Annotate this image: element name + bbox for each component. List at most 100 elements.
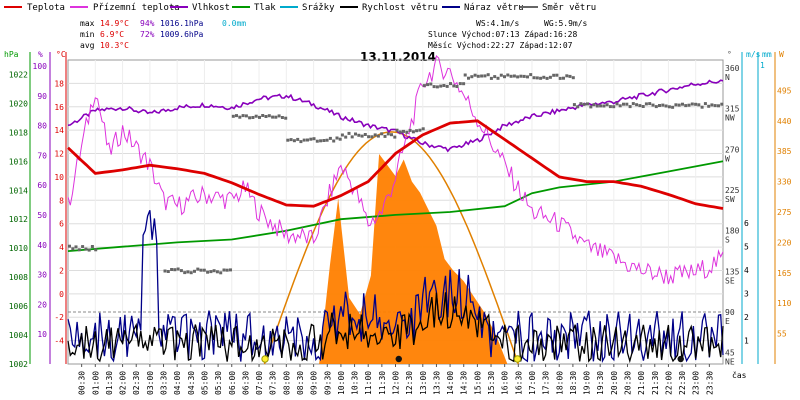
wind-direction-mark xyxy=(267,114,271,118)
wind-direction-mark xyxy=(166,270,170,273)
wind-direction-mark xyxy=(545,76,549,80)
legend: Teplota Přízemní teplota Vlhkost Tlak Sr… xyxy=(4,3,596,13)
wind-direction-mark xyxy=(176,267,180,271)
moonset-marker xyxy=(395,355,402,363)
temp-tick-label: 16 xyxy=(54,103,64,112)
wind-direction-mark xyxy=(335,136,339,140)
wind-direction-mark xyxy=(312,137,316,141)
wind-direction-mark xyxy=(340,133,344,137)
ms-tick-label: 6 xyxy=(744,219,749,228)
wind-direction-mark xyxy=(720,102,724,106)
wind-direction-mark xyxy=(713,104,717,108)
x-tick-label: 13:00 xyxy=(419,371,428,395)
axis-title-hpa: hPa xyxy=(4,50,19,59)
hpa-tick-label: 1012 xyxy=(9,215,28,224)
w-tick-label: 495 xyxy=(777,86,792,95)
wind-direction-mark xyxy=(509,74,513,78)
wind-direction-mark xyxy=(651,103,655,107)
axis-title-w: W xyxy=(779,50,784,59)
wind-direction-mark xyxy=(286,138,290,142)
wind-direction-mark xyxy=(215,270,219,274)
wind-direction-mark xyxy=(548,75,552,79)
x-tick-label: 03:30 xyxy=(160,371,169,395)
solar-theoretical-curve xyxy=(263,131,520,365)
wind-direction-mark xyxy=(641,105,645,108)
wind-direction-mark xyxy=(87,248,91,252)
x-tick-label: 09:30 xyxy=(323,371,332,395)
wind-direction-mark xyxy=(219,271,223,275)
wind-direction-mark xyxy=(539,76,543,80)
deg-tick-label: 315 xyxy=(725,105,740,114)
wind-direction-mark xyxy=(258,115,261,119)
hpa-tick-label: 1008 xyxy=(9,273,28,282)
wind-direction-mark xyxy=(568,74,572,78)
wind-direction-mark xyxy=(360,134,364,138)
wind-direction-mark xyxy=(535,76,539,80)
wind-direction-mark xyxy=(296,137,300,141)
x-tick-label: 22:00 xyxy=(664,371,673,395)
wind-direction-mark xyxy=(170,268,174,271)
wind-speed-line xyxy=(67,292,724,364)
wind-direction-mark xyxy=(68,244,71,248)
wind-direction-mark xyxy=(189,271,193,275)
ms-tick-label: 4 xyxy=(744,266,749,275)
stat-avg-temp: 10.3°C xyxy=(100,41,129,50)
wind-direction-mark xyxy=(499,73,503,77)
deg-tick-label: 225 xyxy=(725,186,740,195)
wind-direction-mark xyxy=(408,128,412,132)
wind-direction-mark xyxy=(455,85,459,88)
wind-direction-mark xyxy=(386,132,390,136)
wind-direction-mark xyxy=(415,129,419,133)
x-tick-label: 07:30 xyxy=(269,371,278,395)
sunrise-marker xyxy=(261,355,269,363)
wind-direction-mark xyxy=(229,268,232,272)
x-tick-label: 17:30 xyxy=(542,371,551,395)
wind-direction-mark xyxy=(442,84,446,87)
wind-direction-mark xyxy=(199,268,203,272)
wind-direction-mark xyxy=(635,103,639,107)
w-tick-label: 440 xyxy=(777,117,792,126)
wind-direction-mark xyxy=(687,103,691,107)
temp-tick-label: 0 xyxy=(59,290,64,299)
wind-direction-mark xyxy=(274,115,278,119)
wind-direction-mark xyxy=(347,131,351,135)
wind-direction-mark xyxy=(671,105,675,109)
x-tick-label: 02:30 xyxy=(132,371,141,395)
wind-direction-mark xyxy=(390,133,393,137)
deg-direction-label: SW xyxy=(725,195,735,204)
wind-direction-mark xyxy=(261,114,265,117)
wind-direction-mark xyxy=(449,82,452,86)
wind-direction-mark xyxy=(284,116,288,120)
wind-direction-mark xyxy=(74,245,78,249)
wind-direction-mark xyxy=(429,82,433,86)
wind-direction-mark xyxy=(470,75,474,79)
wind-direction-mark xyxy=(315,139,319,143)
wind-direction-mark xyxy=(277,114,281,118)
wind-direction-mark xyxy=(402,129,405,133)
temp-tick-label: -2 xyxy=(54,313,64,322)
wind-direction-mark xyxy=(357,133,361,137)
wind-direction-mark xyxy=(367,135,371,139)
wind-direction-mark xyxy=(370,135,374,139)
wind-direction-mark xyxy=(432,85,436,89)
wind-direction-mark xyxy=(309,137,313,141)
wind-direction-mark xyxy=(238,115,242,119)
deg-direction-label: NW xyxy=(725,114,735,123)
wind-direction-mark xyxy=(476,74,480,78)
wind-direction-mark xyxy=(595,104,599,108)
hpa-tick-label: 1022 xyxy=(9,70,28,79)
wind-direction-mark xyxy=(77,248,81,252)
wind-direction-mark xyxy=(489,76,493,80)
w-tick-label: 220 xyxy=(777,238,792,247)
w-tick-label: 275 xyxy=(777,208,792,217)
wind-direction-mark xyxy=(582,102,586,106)
wind-direction-mark xyxy=(710,103,714,107)
wind-direction-mark xyxy=(302,138,306,142)
x-tick-label: 00:30 xyxy=(78,371,87,395)
wind-direction-mark xyxy=(681,102,684,106)
axis-title-temp: °C xyxy=(56,50,66,59)
x-tick-label: 05:30 xyxy=(214,371,223,395)
wind-direction-mark xyxy=(565,74,569,78)
x-tick-label: 16:00 xyxy=(501,371,510,395)
stat-wg: WG:5.9m/s xyxy=(544,19,588,28)
